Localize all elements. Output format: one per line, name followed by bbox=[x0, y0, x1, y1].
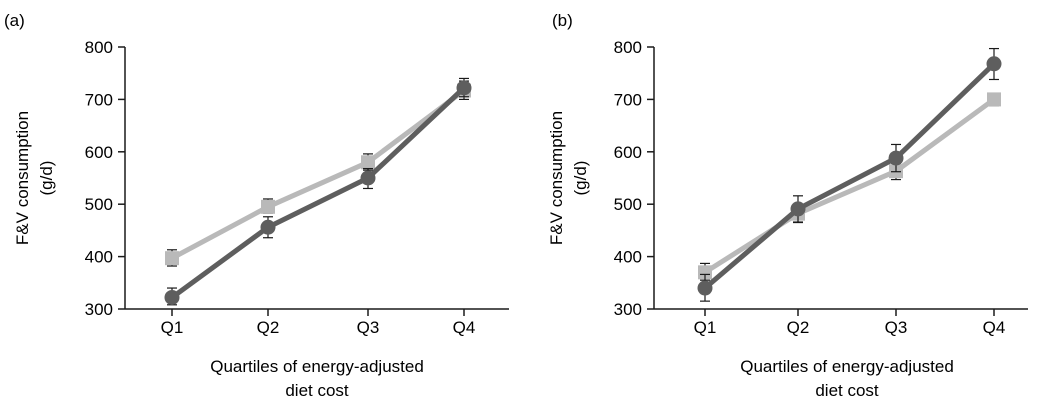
data-point-circle bbox=[697, 280, 713, 296]
y-axis-title-line: (g/d) bbox=[571, 161, 590, 196]
y-tick-label: 500 bbox=[614, 195, 642, 214]
x-axis-title-line: Quartiles of energy-adjusted bbox=[210, 357, 424, 376]
data-point-circle bbox=[260, 219, 276, 235]
x-axis-title-line: diet cost bbox=[815, 381, 879, 400]
x-tick-label: Q2 bbox=[787, 318, 810, 337]
y-tick-label: 400 bbox=[85, 248, 113, 267]
data-point-circle bbox=[986, 56, 1002, 72]
data-point-circle bbox=[456, 80, 472, 96]
data-point-circle bbox=[888, 150, 904, 166]
chart-a-svg: (a) 300 400 500 600 700 800 Q1 Q2 Q3 Q4 F&V consump… bbox=[4, 11, 509, 400]
x-tick-label: Q3 bbox=[357, 318, 380, 337]
y-tick-label: 700 bbox=[614, 90, 642, 109]
data-point-square bbox=[361, 155, 375, 170]
series-square bbox=[165, 80, 471, 267]
series-square bbox=[698, 92, 1001, 281]
series-line bbox=[702, 61, 997, 291]
data-point-square bbox=[987, 92, 1001, 107]
y-tick-label: 400 bbox=[614, 248, 642, 267]
data-point-circle bbox=[360, 170, 376, 186]
y-tick-label: 500 bbox=[85, 195, 113, 214]
x-axis-title-line: Quartiles of energy-adjusted bbox=[740, 357, 954, 376]
y-tick-label: 600 bbox=[85, 143, 113, 162]
data-point-square bbox=[698, 265, 712, 280]
x-tick-label: Q4 bbox=[453, 318, 476, 337]
y-axis-title: F&V consumption (g/d) bbox=[13, 111, 56, 245]
y-axis-title-line: F&V consumption bbox=[13, 111, 32, 245]
x-tick-label: Q1 bbox=[694, 318, 717, 337]
chart-panel-b: (b) 300 400 500 600 700 800 Q1 Q2 Q3 Q4 F&V consump… bbox=[522, 0, 1044, 402]
y-tick-label: 800 bbox=[85, 38, 113, 57]
panel-label: (b) bbox=[552, 11, 573, 30]
y-axis-title-line: F&V consumption bbox=[547, 111, 566, 245]
series-line bbox=[702, 96, 997, 275]
data-point-circle bbox=[790, 201, 806, 217]
y-tick-label: 600 bbox=[614, 143, 642, 162]
data-point-square bbox=[165, 251, 179, 266]
x-tick-label: Q4 bbox=[983, 318, 1006, 337]
x-tick-label: Q3 bbox=[885, 318, 908, 337]
chart-b-svg: (b) 300 400 500 600 700 800 Q1 Q2 Q3 Q4 F&V consump… bbox=[547, 11, 1028, 400]
y-tick-label: 800 bbox=[614, 38, 642, 57]
series-line bbox=[169, 85, 467, 300]
x-tick-label: Q1 bbox=[161, 318, 184, 337]
y-tick-label: 700 bbox=[85, 90, 113, 109]
x-axis-title-line: diet cost bbox=[285, 381, 349, 400]
panel-label: (a) bbox=[4, 11, 25, 30]
data-point-square bbox=[261, 199, 275, 214]
series-circle bbox=[697, 47, 1002, 302]
chart-panel-a: (a) 300 400 500 600 700 800 Q1 Q2 Q3 Q4 F&V consump… bbox=[4, 11, 509, 400]
y-axis-title-line: (g/d) bbox=[37, 161, 56, 196]
y-axis-title: F&V consumption (g/d) bbox=[547, 111, 590, 245]
series-line bbox=[169, 87, 467, 261]
y-tick-label: 300 bbox=[85, 300, 113, 319]
y-tick-label: 300 bbox=[614, 300, 642, 319]
series-circle bbox=[164, 77, 472, 306]
x-tick-label: Q2 bbox=[257, 318, 280, 337]
data-point-circle bbox=[164, 289, 180, 305]
